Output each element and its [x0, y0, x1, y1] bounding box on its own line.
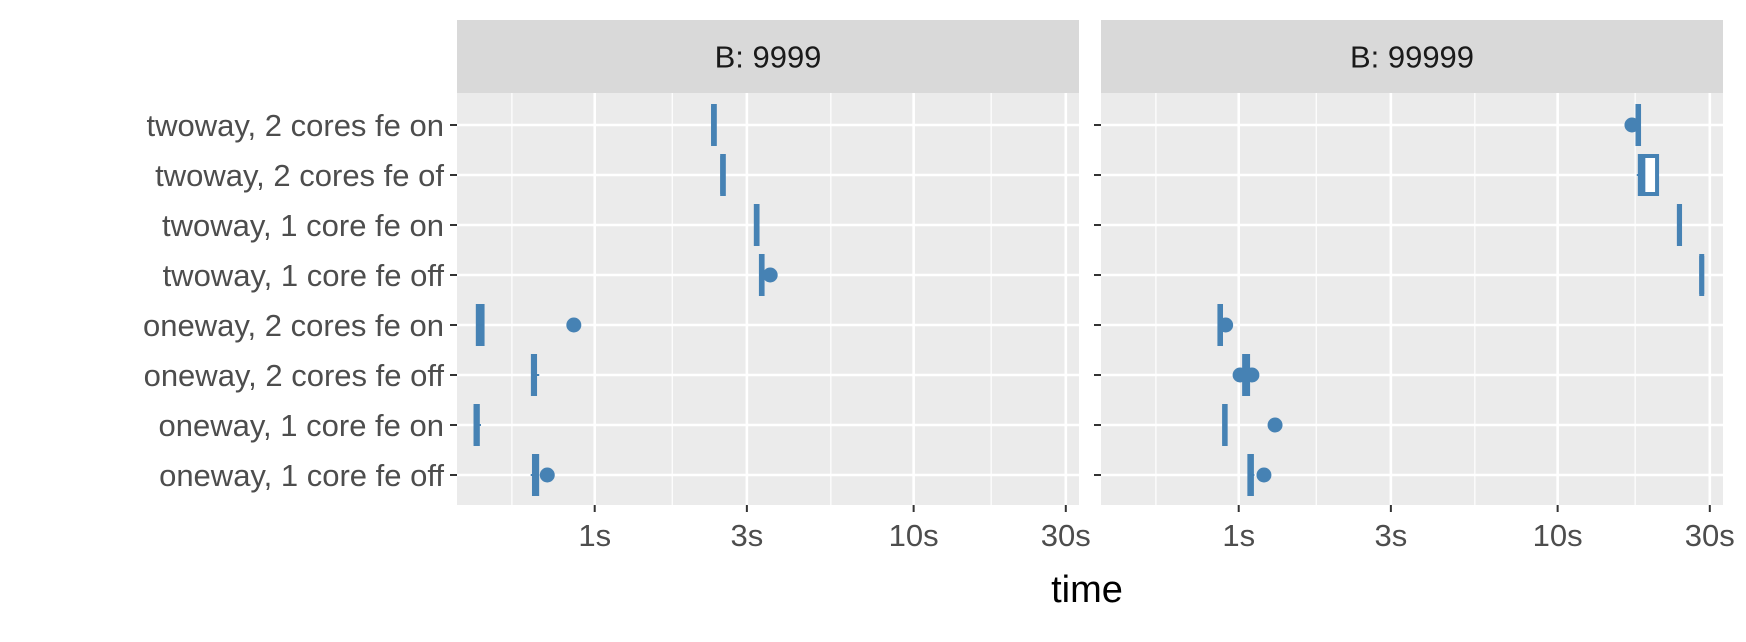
y-tick-label: twoway, 1 core fe on	[162, 208, 444, 243]
y-tick-label: oneway, 1 core fe on	[159, 408, 445, 443]
outlier-point	[1244, 367, 1260, 383]
outlier-point	[566, 317, 582, 333]
outlier-point	[1218, 317, 1234, 333]
boxplot-mark	[711, 104, 717, 146]
boxplot-mark	[530, 354, 540, 396]
x-tick-label: 30s	[1041, 518, 1091, 553]
x-tick-label: 3s	[731, 518, 764, 553]
y-tick-label: twoway, 2 cores fe on	[146, 108, 444, 143]
x-tick-label: 1s	[1222, 518, 1255, 553]
x-tick-label: 3s	[1375, 518, 1408, 553]
y-axis-labels: twoway, 2 cores fe on twoway, 2 cores fe …	[143, 108, 1101, 493]
panel-background	[457, 93, 1079, 505]
facet-panel-1: B: 9999 1s 3s 10s 30s	[457, 20, 1091, 553]
facet-strip	[1101, 20, 1723, 93]
boxplot-mark	[1624, 104, 1642, 146]
panel-background	[1101, 93, 1723, 505]
facet-panel-2: B: 99999 1s 3s 10s 30s	[1101, 20, 1735, 553]
outlier-point	[1267, 417, 1283, 433]
panels-layer: B: 9999 1s 3s 10s 30s B: 99999 1s 3s 10s 30s	[457, 20, 1735, 553]
facet-strip-label: B: 99999	[1350, 40, 1474, 75]
x-tick-label: 1s	[578, 518, 611, 553]
y-tick-label: oneway, 2 cores fe off	[144, 358, 445, 393]
x-axis-title: time	[1051, 569, 1123, 611]
boxplot-mark	[753, 204, 760, 246]
outlier-point	[762, 267, 778, 283]
boxplot-mark	[530, 454, 555, 496]
outlier-point	[1232, 367, 1248, 383]
y-tick-label: twoway, 2 cores fe of	[155, 158, 444, 193]
outlier-point	[539, 467, 555, 483]
boxplot-mark	[758, 254, 778, 296]
boxplot-mark	[1247, 454, 1272, 496]
facet-strip	[457, 20, 1079, 93]
y-tick-label: oneway, 2 cores fe on	[143, 308, 444, 343]
y-tick-label: oneway, 1 core fe off	[159, 458, 444, 493]
boxplot-mark	[1699, 254, 1705, 296]
boxplot-mark	[475, 304, 582, 346]
facet-strip-label: B: 9999	[715, 40, 822, 75]
x-tick-label: 10s	[1533, 518, 1583, 553]
y-tick-label: twoway, 1 core fe off	[163, 258, 445, 293]
x-tick-label: 10s	[889, 518, 939, 553]
outlier-point	[1624, 117, 1640, 133]
boxplot-mark	[720, 154, 726, 196]
x-tick-label: 30s	[1685, 518, 1735, 553]
boxplot-mark	[1232, 354, 1260, 396]
outlier-point	[1256, 467, 1272, 483]
boxplot-mark	[1222, 404, 1283, 446]
boxplot-mark	[1636, 154, 1660, 196]
boxplot-mark	[1217, 304, 1234, 346]
boxplot-mark	[1676, 204, 1683, 246]
boxplot-mark	[473, 404, 481, 446]
